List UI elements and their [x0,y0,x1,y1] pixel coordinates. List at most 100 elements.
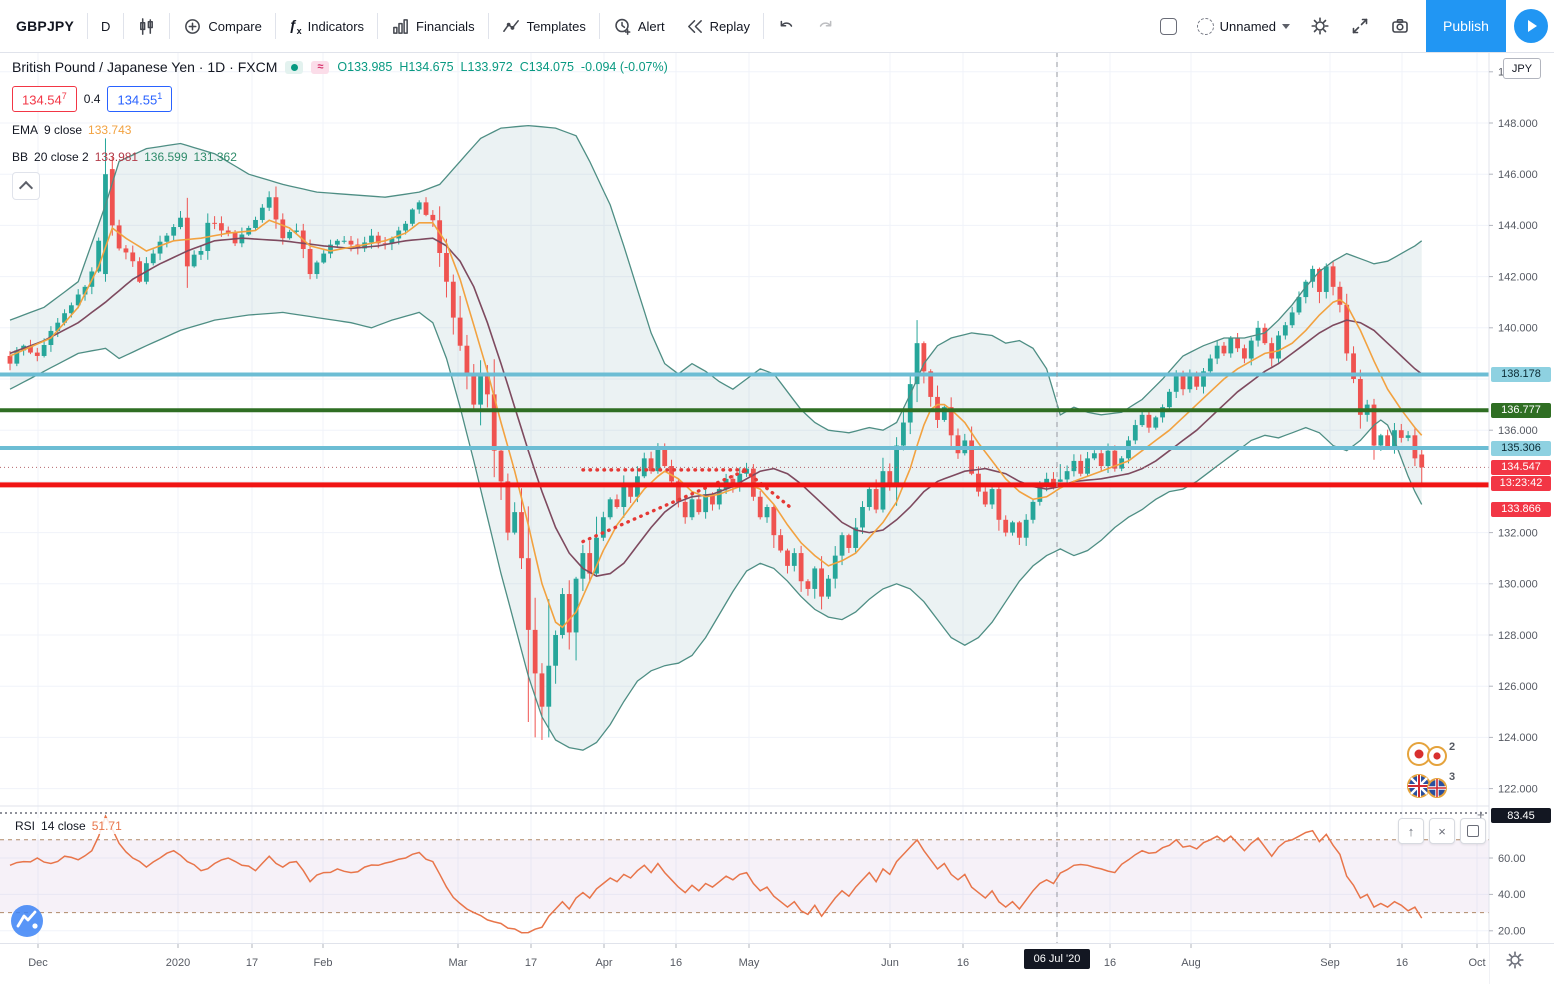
svg-text:130.000: 130.000 [1498,579,1538,591]
price-axis-label: 133.866 [1491,501,1551,517]
pane-maximize-button[interactable] [1460,818,1486,844]
play-icon [1514,9,1548,43]
flag-count-jpy: 2 [1449,741,1455,753]
svg-text:40.00: 40.00 [1498,889,1526,901]
svg-text:Apr: Apr [595,957,612,969]
currency-toggle-button[interactable]: JPY [1503,58,1541,79]
buy-button[interactable]: 134.551 [107,86,173,113]
toolbar-left: GBPJPY D Compare ƒx Indicators Financial… [0,0,845,52]
chevron-down-icon [1282,23,1290,33]
svg-text:Oct: Oct [1468,957,1485,969]
svg-text:132.000: 132.000 [1498,527,1538,539]
svg-text:Aug: Aug [1181,957,1201,969]
symbol-search-button[interactable]: GBPJPY [6,6,84,46]
svg-text:122.000: 122.000 [1498,783,1538,795]
flag-count-gbp: 3 [1449,771,1455,783]
divider [169,13,171,39]
svg-text:148.000: 148.000 [1498,118,1538,130]
indicators-button[interactable]: ƒx Indicators [279,6,374,46]
svg-text:146.000: 146.000 [1498,169,1538,181]
change-value: -0.094 (-0.07%) [580,60,668,74]
divider [487,13,489,39]
layout-select-button[interactable] [1150,6,1187,46]
crosshair-date-label: 06 Jul '20 [1024,949,1090,969]
add-alert-plus-icon[interactable]: + [1477,807,1485,822]
gbp-flag-icon: 3 [1407,771,1455,798]
pane-close-button[interactable]: × [1429,818,1455,844]
alert-button[interactable]: Alert [603,6,675,46]
symbol-title[interactable]: British Pound / Japanese Yen · 1D · FXCM [12,59,278,75]
jpy-flag-icon: 2 [1407,741,1455,766]
interval-button[interactable]: D [91,6,120,46]
svg-text:2020: 2020 [166,957,190,969]
fullscreen-icon [1352,18,1368,34]
sell-button[interactable]: 134.547 [12,86,77,113]
toolbar-right: Unnamed Publish [1144,0,1554,52]
compare-label: Compare [208,18,262,34]
fullscreen-button[interactable] [1340,6,1380,46]
divider [763,13,765,39]
pane-move-up-button[interactable]: ↑ [1398,818,1424,844]
price-axis-label: 135.306 [1491,440,1551,456]
divider [123,13,125,39]
rsi-legend-row[interactable]: RSI 14 close 51.71 [10,818,127,834]
bid-ask-panel: 134.547 0.4 134.551 [12,86,173,113]
ema-legend-row[interactable]: EMA 9 close 133.743 [12,123,132,137]
financials-button[interactable]: Financials [381,6,485,46]
ema-value: 133.743 [88,123,132,137]
pane-controls: ↑ × [1398,818,1486,844]
svg-text:140.000: 140.000 [1498,323,1538,335]
redo-icon [819,20,832,27]
bb-legend-row[interactable]: BB 20 close 2 133.981 136.599 131.362 [12,150,237,164]
delayed-data-icon[interactable]: ≈ [311,60,330,74]
compare-button[interactable]: Compare [173,6,271,46]
replay-label: Replay [709,18,751,34]
svg-text:142.000: 142.000 [1498,271,1538,283]
settings-button[interactable] [1300,6,1340,46]
svg-text:16: 16 [1104,957,1116,969]
indicators-label: Indicators [307,18,365,34]
financials-label: Financials [416,18,475,34]
divider [274,13,276,39]
ohlc-item: C134.075 [519,60,574,74]
chart-style-button[interactable] [127,6,166,46]
alert-label: Alert [637,18,665,34]
svg-text:20.00: 20.00 [1498,926,1526,938]
svg-text:May: May [739,957,760,969]
bb-basis-value: 133.981 [94,150,139,164]
market-status-icon[interactable] [285,60,304,74]
cloud-save-menu[interactable]: Unnamed [1187,6,1300,46]
fx-icon: ƒx [288,16,302,36]
replay-button[interactable]: Replay [675,6,760,46]
cloud-icon [1196,17,1214,35]
collapse-legend-button[interactable] [12,172,40,200]
svg-text:Dec: Dec [28,957,48,969]
ohlc-item: L133.972 [460,60,513,74]
templates-button[interactable]: Templates [492,6,596,46]
rsi-value: 51.71 [91,819,122,833]
symbol-flags: 2 3 [1406,740,1460,811]
undo-button[interactable] [767,6,806,46]
snapshot-button[interactable] [1380,6,1420,46]
svg-text:124.000: 124.000 [1498,732,1538,744]
tradingview-logo[interactable] [8,902,46,945]
undo-icon [780,20,793,27]
ohlc-item: O133.985 [337,60,393,74]
publish-button[interactable]: Publish [1426,0,1506,52]
alert-clock-icon [615,18,631,35]
svg-text:16: 16 [670,957,682,969]
axis-settings-button[interactable] [1505,950,1525,975]
price-axis-label: 134.547 [1491,459,1551,475]
bb-lower-value: 131.362 [193,150,237,164]
publish-idea-play-button[interactable] [1508,0,1554,52]
templates-label: Templates [526,18,586,34]
svg-text:136.000: 136.000 [1498,425,1538,437]
divider [87,13,88,39]
replay-icon [687,19,702,33]
svg-text:Feb: Feb [314,957,333,969]
svg-text:17: 17 [246,957,258,969]
redo-button[interactable] [806,6,845,46]
templates-icon [502,19,519,32]
